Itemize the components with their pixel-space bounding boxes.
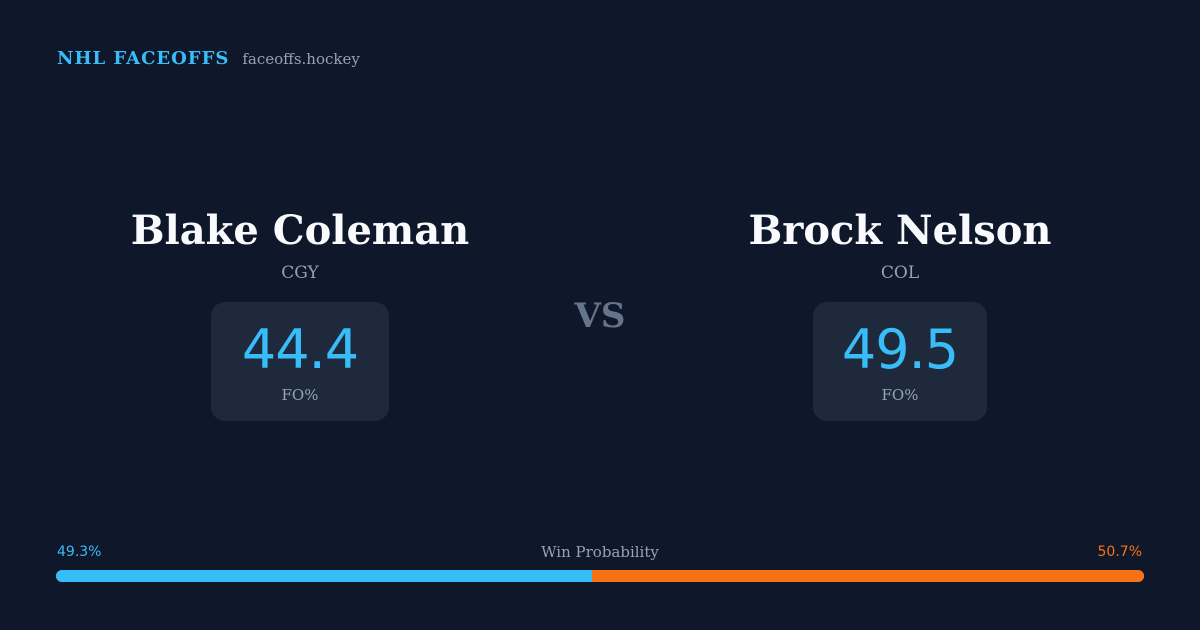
player-right-fo-label: FO%: [881, 385, 919, 404]
brand-header: NHL FACEOFFS faceoffs.hockey: [57, 48, 360, 69]
brand-name: NHL FACEOFFS: [57, 48, 230, 69]
player-left-stat-card: 44.4 FO%: [211, 302, 389, 421]
win-probability-right-label: 50.7%: [1097, 544, 1142, 560]
win-probability-bar-right-segment: [592, 570, 1144, 582]
player-left-fo-value: 44.4: [241, 317, 359, 381]
win-probability-title: Win Probability: [541, 543, 659, 561]
vs-label: VS: [574, 296, 626, 336]
player-right-fo-value: 49.5: [841, 317, 959, 381]
win-probability-left-label: 49.3%: [57, 544, 102, 560]
player-left-panel: Blake Coleman CGY 44.4 FO%: [100, 206, 500, 421]
player-left-team: CGY: [281, 263, 319, 283]
player-right-stat-card: 49.5 FO%: [813, 302, 987, 421]
brand-domain: faceoffs.hockey: [242, 50, 360, 68]
player-right-panel: Brock Nelson COL 49.5 FO%: [700, 206, 1100, 421]
player-right-name: Brock Nelson: [748, 207, 1052, 254]
win-probability-bar: [56, 570, 1144, 582]
player-right-team: COL: [880, 263, 920, 283]
player-left-name: Blake Coleman: [130, 207, 470, 254]
player-left-fo-label: FO%: [281, 385, 319, 404]
win-probability-bar-left-segment: [56, 570, 593, 582]
